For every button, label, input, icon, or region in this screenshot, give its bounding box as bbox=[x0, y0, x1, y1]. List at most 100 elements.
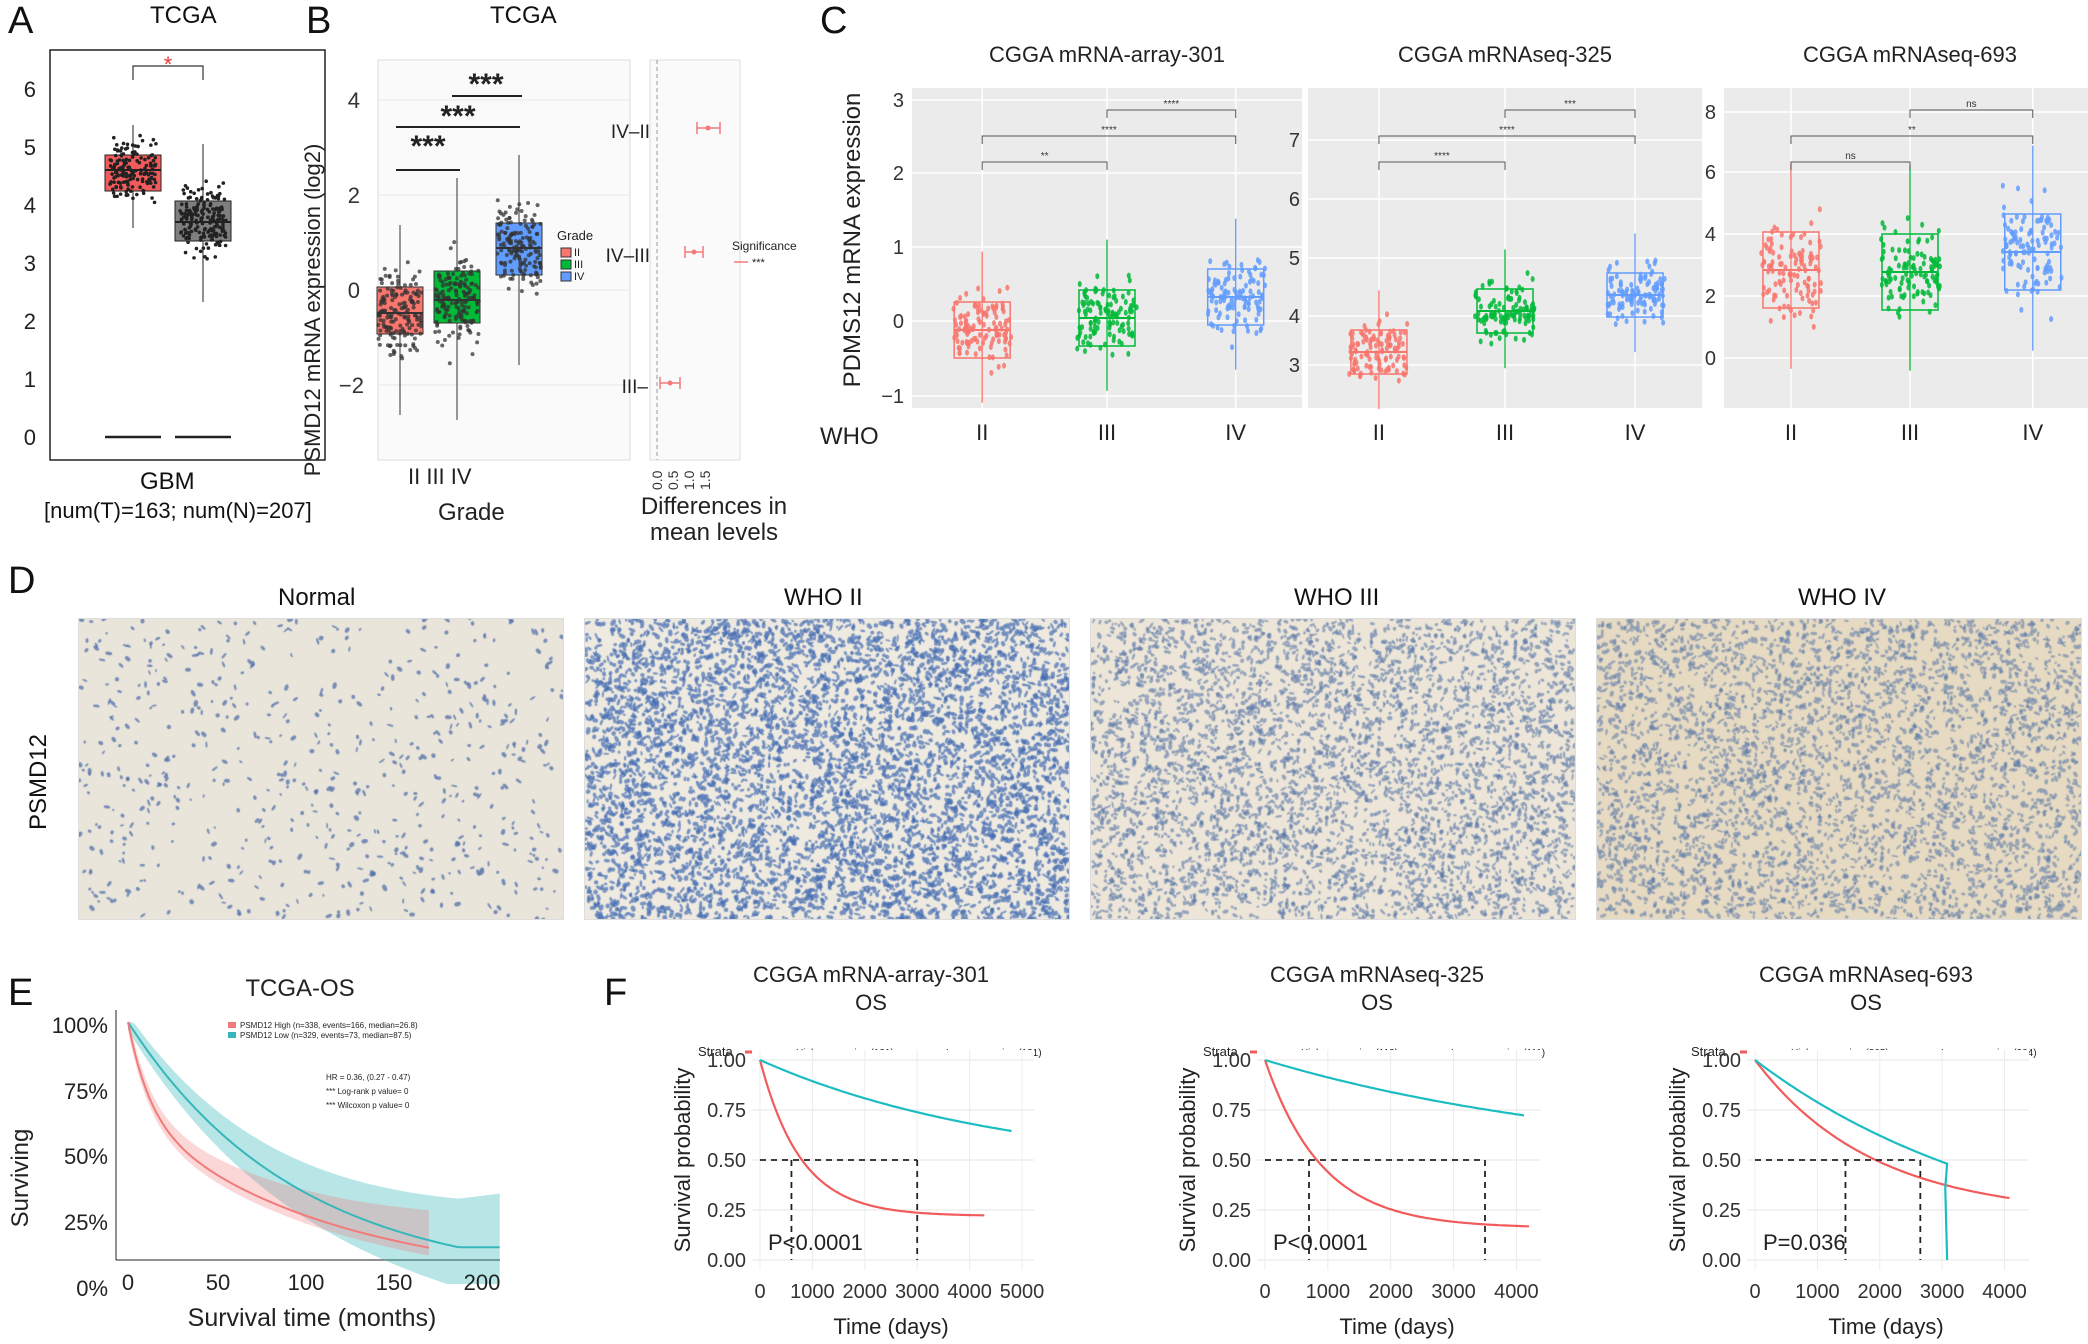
c-ytick: 0 bbox=[1705, 348, 1716, 370]
f-ytick: 0.50 bbox=[1212, 1150, 1251, 1172]
svg-text:0%: 0% bbox=[76, 1276, 108, 1301]
a-point bbox=[202, 201, 206, 205]
a-point bbox=[203, 226, 207, 231]
b-point bbox=[435, 340, 440, 345]
b-point bbox=[532, 264, 537, 269]
a-point bbox=[186, 240, 190, 245]
a-point bbox=[192, 207, 197, 212]
c-sig: **** bbox=[1499, 125, 1515, 136]
b-point bbox=[508, 259, 513, 264]
f-ytick: 0.25 bbox=[1702, 1200, 1741, 1222]
b-point bbox=[398, 343, 403, 348]
b-point bbox=[398, 312, 403, 317]
f-xtick: 0 bbox=[1749, 1281, 1760, 1303]
f-xtick: 0 bbox=[754, 1281, 765, 1303]
e-band-low bbox=[128, 1022, 500, 1284]
b-point bbox=[402, 315, 407, 320]
b-point bbox=[526, 253, 531, 258]
a-point bbox=[220, 217, 224, 221]
b-point bbox=[462, 259, 467, 264]
b-point bbox=[538, 221, 543, 226]
a-point bbox=[192, 191, 196, 196]
f-curve-high bbox=[758, 1059, 985, 1217]
f-curve-low bbox=[1264, 1058, 1525, 1117]
svg-text:50: 50 bbox=[206, 1270, 230, 1295]
svg-text:50%: 50% bbox=[64, 1144, 108, 1169]
svg-text:150: 150 bbox=[376, 1270, 413, 1295]
a-point bbox=[121, 158, 125, 163]
f-ytick: 0.00 bbox=[1702, 1250, 1741, 1272]
a-point bbox=[184, 205, 189, 209]
b-point bbox=[377, 342, 382, 347]
b-point bbox=[504, 217, 509, 222]
b-point bbox=[396, 278, 401, 283]
a-point bbox=[114, 169, 119, 174]
a-point bbox=[217, 225, 222, 230]
c-xtick: IV bbox=[1225, 420, 1246, 445]
b-point bbox=[442, 338, 447, 343]
b-point bbox=[386, 312, 391, 317]
a-point bbox=[117, 166, 122, 171]
c-xtick: II bbox=[1785, 420, 1797, 445]
c-sig: **** bbox=[1434, 151, 1450, 162]
a-point bbox=[112, 194, 117, 199]
a-point bbox=[183, 227, 187, 232]
a-point bbox=[215, 222, 219, 227]
svg-text:Grade: Grade bbox=[438, 499, 505, 526]
a-ytick: 5 bbox=[24, 135, 36, 160]
f-title: CGGA mRNAseq-325 bbox=[1270, 962, 1484, 987]
f-subtitle: OS bbox=[1361, 990, 1393, 1015]
a-point bbox=[148, 163, 153, 168]
f-ytick: 0.25 bbox=[707, 1200, 746, 1222]
a-point bbox=[154, 141, 158, 146]
a-point bbox=[130, 150, 135, 155]
a-point bbox=[179, 230, 184, 234]
a-sig-star: * bbox=[164, 52, 173, 77]
a-point bbox=[118, 192, 123, 196]
svg-text:4: 4 bbox=[348, 88, 360, 113]
a-point bbox=[124, 175, 129, 179]
a-point bbox=[128, 189, 133, 193]
c-xtick: III bbox=[1098, 420, 1116, 445]
a-point bbox=[205, 192, 210, 196]
b-point bbox=[522, 218, 527, 223]
b-point bbox=[400, 292, 405, 297]
b-point bbox=[457, 297, 462, 302]
a-point bbox=[115, 148, 120, 152]
b-point bbox=[476, 268, 481, 273]
a-point bbox=[114, 185, 118, 190]
b-point bbox=[393, 268, 398, 273]
f-ytick: 0.75 bbox=[1702, 1100, 1741, 1122]
b-point bbox=[440, 300, 445, 305]
ihc-image-who3 bbox=[1090, 618, 1576, 920]
svg-text:TCGA-OS: TCGA-OS bbox=[245, 975, 354, 1002]
b-point bbox=[440, 343, 445, 348]
a-point bbox=[212, 231, 217, 236]
f-curve-low bbox=[1754, 1059, 1949, 1261]
b-point bbox=[454, 276, 459, 281]
d-label-who2: WHO II bbox=[784, 584, 863, 611]
a-point bbox=[110, 172, 114, 176]
a-point bbox=[116, 180, 121, 185]
b-point bbox=[402, 330, 407, 335]
b-point bbox=[464, 298, 469, 303]
a-point bbox=[182, 222, 186, 226]
svg-text:HR = 0.36, (0.27 - 0.47): HR = 0.36, (0.27 - 0.47) bbox=[326, 1073, 411, 1082]
b-point bbox=[438, 291, 443, 296]
a-point bbox=[203, 255, 207, 259]
b-point bbox=[507, 204, 512, 209]
b-point bbox=[401, 305, 406, 310]
a-point bbox=[126, 187, 130, 191]
a-point bbox=[127, 165, 132, 169]
b-point bbox=[389, 312, 394, 317]
b-point bbox=[411, 301, 416, 306]
b-point bbox=[378, 277, 383, 282]
a-point bbox=[132, 173, 137, 178]
panel-letter-c: C bbox=[820, 0, 848, 42]
b-point bbox=[389, 319, 394, 324]
f-subtitle: OS bbox=[1850, 990, 1882, 1015]
f-pvalue: P<0.0001 bbox=[1273, 1230, 1368, 1255]
a-point bbox=[179, 211, 184, 216]
svg-text:IV–II: IV–II bbox=[611, 122, 650, 143]
b-point bbox=[379, 310, 384, 315]
